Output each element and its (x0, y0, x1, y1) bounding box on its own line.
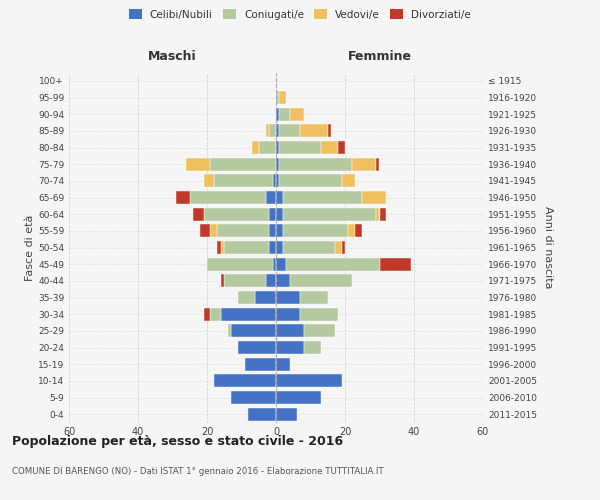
Bar (283, 241, 335, 254)
Bar (252, 141, 259, 154)
Bar (266, 274, 276, 287)
Bar (280, 174, 341, 188)
Bar (276, 358, 290, 370)
Bar (248, 408, 276, 420)
Bar (283, 191, 362, 204)
Bar (290, 274, 352, 287)
Bar (176, 191, 190, 204)
Text: COMUNE DI BARENGO (NO) - Dati ISTAT 1° gennaio 2016 - Elaborazione TUTTITALIA.IT: COMUNE DI BARENGO (NO) - Dati ISTAT 1° g… (12, 468, 383, 476)
Bar (211, 308, 221, 320)
Bar (276, 108, 280, 120)
Bar (276, 408, 296, 420)
Bar (266, 124, 269, 138)
Bar (341, 174, 355, 188)
Bar (269, 208, 276, 220)
Bar (231, 324, 276, 338)
Bar (280, 141, 321, 154)
Bar (269, 224, 276, 237)
Bar (228, 324, 231, 338)
Y-axis label: Fasce di età: Fasce di età (25, 214, 35, 280)
Bar (352, 158, 376, 170)
Bar (300, 308, 338, 320)
Bar (280, 158, 352, 170)
Bar (266, 191, 276, 204)
Bar (217, 241, 221, 254)
Bar (214, 374, 276, 388)
Bar (276, 258, 286, 270)
Bar (245, 358, 276, 370)
Bar (304, 341, 321, 354)
Bar (376, 158, 379, 170)
Bar (321, 141, 338, 154)
Bar (211, 158, 276, 170)
Bar (276, 91, 280, 104)
Bar (304, 324, 335, 338)
Bar (276, 324, 304, 338)
Bar (280, 91, 286, 104)
Bar (221, 274, 224, 287)
Bar (276, 274, 290, 287)
Y-axis label: Anni di nascita: Anni di nascita (542, 206, 553, 288)
Bar (276, 241, 283, 254)
Bar (190, 191, 266, 204)
Bar (224, 274, 266, 287)
Bar (272, 258, 276, 270)
Bar (221, 241, 224, 254)
Bar (187, 158, 211, 170)
Bar (272, 174, 276, 188)
Bar (283, 224, 349, 237)
Bar (217, 224, 269, 237)
Bar (300, 124, 328, 138)
Bar (231, 391, 276, 404)
Bar (376, 208, 379, 220)
Bar (335, 241, 341, 254)
Bar (276, 208, 283, 220)
Bar (276, 158, 280, 170)
Bar (328, 124, 331, 138)
Bar (276, 308, 300, 320)
Bar (238, 291, 256, 304)
Bar (207, 258, 272, 270)
Text: Femmine: Femmine (347, 50, 412, 62)
Bar (259, 141, 276, 154)
Bar (380, 258, 410, 270)
Bar (286, 258, 380, 270)
Bar (341, 241, 345, 254)
Bar (338, 141, 345, 154)
Bar (276, 141, 280, 154)
Bar (203, 208, 269, 220)
Bar (193, 208, 203, 220)
Bar (276, 374, 341, 388)
Bar (276, 341, 304, 354)
Bar (380, 208, 386, 220)
Bar (224, 241, 269, 254)
Bar (238, 341, 276, 354)
Bar (256, 291, 276, 304)
Bar (211, 224, 217, 237)
Bar (203, 308, 211, 320)
Bar (280, 108, 290, 120)
Bar (355, 224, 362, 237)
Bar (349, 224, 355, 237)
Bar (276, 391, 321, 404)
Legend: Celibi/Nubili, Coniugati/e, Vedovi/e, Divorziati/e: Celibi/Nubili, Coniugati/e, Vedovi/e, Di… (125, 5, 475, 24)
Bar (269, 124, 276, 138)
Bar (276, 291, 300, 304)
Bar (280, 124, 300, 138)
Bar (362, 191, 386, 204)
Bar (203, 174, 214, 188)
Bar (283, 208, 376, 220)
Bar (221, 308, 276, 320)
Bar (276, 124, 280, 138)
Text: Maschi: Maschi (148, 50, 197, 62)
Bar (300, 291, 328, 304)
Bar (276, 191, 283, 204)
Text: Popolazione per età, sesso e stato civile - 2016: Popolazione per età, sesso e stato civil… (12, 435, 343, 448)
Bar (214, 174, 272, 188)
Bar (200, 224, 211, 237)
Bar (290, 108, 304, 120)
Bar (276, 224, 283, 237)
Bar (269, 241, 276, 254)
Bar (276, 174, 280, 188)
